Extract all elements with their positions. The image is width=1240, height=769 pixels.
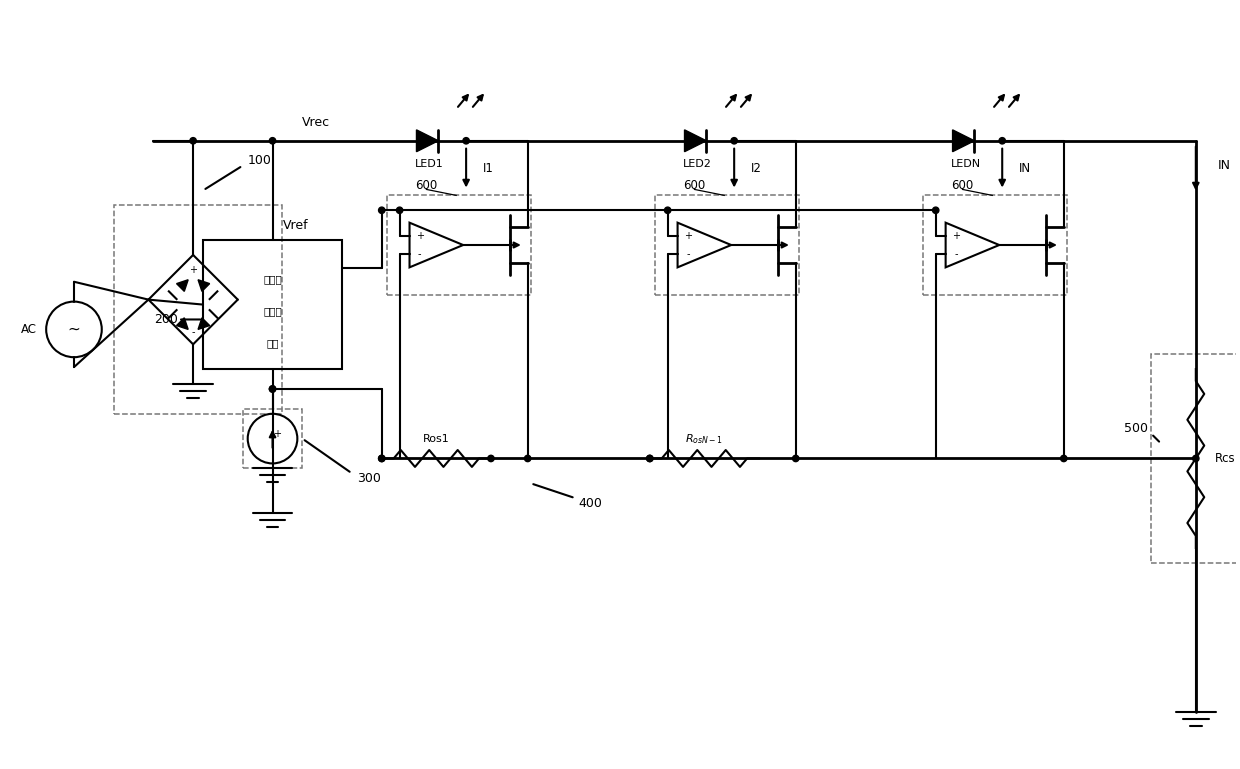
Text: 压输入: 压输入: [263, 306, 281, 316]
Circle shape: [1193, 455, 1199, 461]
Circle shape: [463, 138, 469, 144]
Text: Ros1: Ros1: [423, 434, 450, 444]
Text: 400: 400: [578, 497, 603, 510]
Bar: [655, 195, 799, 295]
Bar: [387, 195, 531, 295]
Circle shape: [999, 138, 1006, 144]
Text: +: +: [190, 265, 197, 275]
Text: 600: 600: [951, 179, 973, 192]
Text: 100: 100: [248, 154, 272, 167]
Bar: [923, 195, 1066, 295]
Circle shape: [646, 455, 653, 461]
Polygon shape: [417, 130, 438, 151]
Text: +: +: [683, 231, 692, 241]
Polygon shape: [176, 280, 188, 291]
Text: -: -: [686, 249, 689, 259]
Text: Vref: Vref: [283, 218, 308, 231]
Bar: [114, 205, 283, 414]
Circle shape: [269, 386, 275, 392]
Polygon shape: [176, 318, 188, 329]
Bar: [203, 240, 342, 369]
Bar: [1151, 355, 1240, 563]
Polygon shape: [684, 130, 707, 151]
Circle shape: [269, 138, 275, 144]
Text: LEDN: LEDN: [950, 158, 981, 168]
Text: -: -: [191, 328, 195, 338]
Text: 600: 600: [683, 179, 706, 192]
Circle shape: [378, 207, 384, 214]
Circle shape: [190, 138, 196, 144]
Circle shape: [732, 138, 738, 144]
Circle shape: [646, 455, 653, 461]
Bar: [243, 409, 303, 468]
Text: +: +: [415, 231, 424, 241]
Circle shape: [1060, 455, 1066, 461]
Text: +: +: [952, 231, 960, 241]
Text: IN: IN: [1019, 162, 1032, 175]
Text: 200: 200: [154, 313, 179, 326]
Text: 500: 500: [1125, 422, 1148, 435]
Text: LED2: LED2: [683, 158, 712, 168]
Text: $R_{osN-1}$: $R_{osN-1}$: [686, 431, 723, 445]
Circle shape: [792, 455, 799, 461]
Text: 300: 300: [357, 472, 381, 484]
Text: I1: I1: [484, 162, 494, 175]
Text: -: -: [418, 249, 422, 259]
Text: Vrec: Vrec: [303, 116, 330, 129]
Text: +: +: [274, 428, 281, 438]
Text: LED1: LED1: [415, 158, 444, 168]
Polygon shape: [198, 280, 210, 291]
Circle shape: [665, 207, 671, 214]
Text: 参考电: 参考电: [263, 274, 281, 284]
Text: Rcs: Rcs: [1215, 452, 1236, 465]
Circle shape: [525, 455, 531, 461]
Text: -: -: [954, 249, 957, 259]
Text: AC: AC: [21, 323, 37, 336]
Text: 600: 600: [415, 179, 438, 192]
Polygon shape: [952, 130, 975, 151]
Circle shape: [378, 455, 384, 461]
Circle shape: [378, 455, 384, 461]
Circle shape: [932, 207, 939, 214]
Text: IN: IN: [1218, 159, 1230, 172]
Polygon shape: [198, 318, 210, 329]
Circle shape: [487, 455, 494, 461]
Text: ~: ~: [68, 322, 81, 337]
Text: 模块: 模块: [267, 338, 279, 348]
Circle shape: [397, 207, 403, 214]
Text: I2: I2: [751, 162, 761, 175]
Circle shape: [269, 386, 275, 392]
